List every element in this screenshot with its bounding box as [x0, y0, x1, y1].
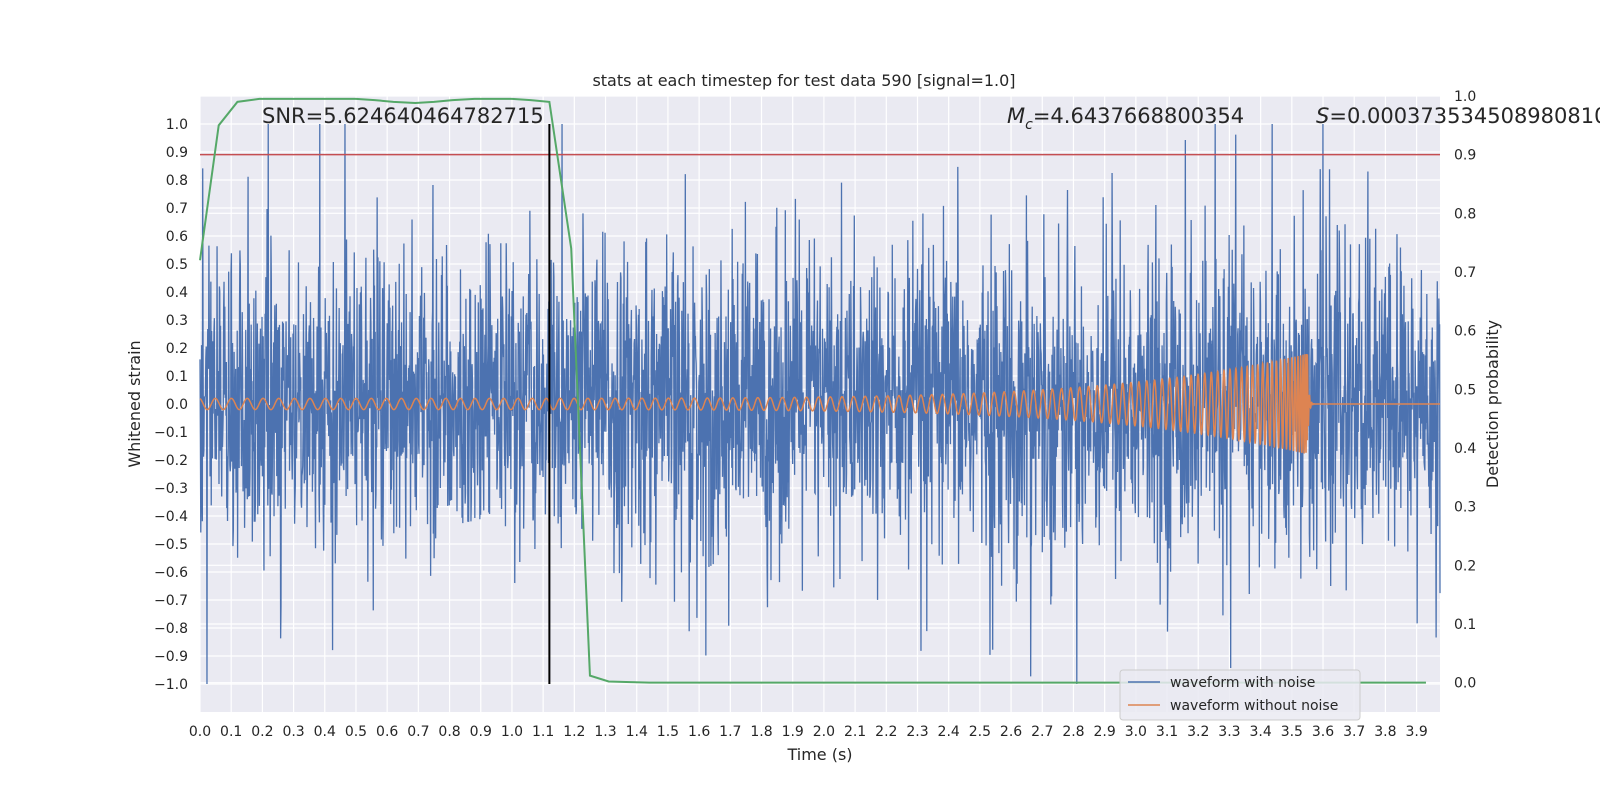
x-tick-label: 1.6: [688, 724, 710, 740]
x-tick-label: 0.2: [251, 724, 273, 740]
annotation-mc-symbol: M: [1007, 104, 1025, 128]
y-right-tick-label: 1.0: [1454, 89, 1476, 105]
y-right-tick-label: 0.3: [1454, 500, 1476, 516]
x-tick-label: 0.7: [407, 724, 429, 740]
x-tick-label: 0.5: [345, 724, 367, 740]
x-tick-label: 2.8: [1062, 724, 1084, 740]
y-left-tick-label: −0.3: [154, 481, 188, 497]
x-tick-label: 2.4: [938, 724, 960, 740]
y-left-tick-label: 1.0: [166, 117, 188, 133]
y-right-tick-label: 0.2: [1454, 558, 1476, 574]
y-left-tick-label: 0.2: [166, 341, 188, 357]
x-tick-label: 3.3: [1218, 724, 1240, 740]
x-tick-label: 3.4: [1249, 724, 1271, 740]
y-right-tick-label: 0.5: [1454, 382, 1476, 398]
x-axis-label: Time (s): [786, 745, 852, 764]
y-left-tick-label: 0.3: [166, 313, 188, 329]
x-tick-label: 3.1: [1156, 724, 1178, 740]
x-tick-label: 0.8: [438, 724, 460, 740]
x-tick-label: 2.9: [1094, 724, 1116, 740]
y-left-tick-label: −0.4: [154, 509, 188, 525]
x-tick-label: 3.8: [1374, 724, 1396, 740]
series-waveform-with-noise: [199, 123, 1441, 685]
y-right-tick-label: 0.9: [1454, 148, 1476, 164]
y-left-tick-label: 0.1: [166, 369, 188, 385]
x-tick-label: 0.6: [376, 724, 398, 740]
y-left-tick-label: −0.5: [154, 537, 188, 553]
y-left-tick-label: 0.9: [166, 145, 188, 161]
y-left-tick-label: −0.1: [154, 425, 188, 441]
y-right-tick-label: 0.4: [1454, 441, 1476, 457]
x-tick-label: 2.3: [906, 724, 928, 740]
x-tick-label: 3.7: [1343, 724, 1365, 740]
y-left-tick-label: 0.4: [166, 285, 188, 301]
y-left-tick-label: 0.0: [166, 397, 188, 413]
x-tick-label: 2.7: [1031, 724, 1053, 740]
y-axis-left-label: Whitened strain: [125, 340, 144, 467]
x-tick-label: 1.4: [626, 724, 648, 740]
x-tick-label: 1.5: [657, 724, 679, 740]
y-axis-left-ticks: 1.0 0.9 0.8 0.7 0.6 0.5 0.4 0.3 0.2 0.1 0.0 −0.1 −0.…: [154, 117, 188, 693]
y-left-tick-label: −0.6: [154, 565, 188, 581]
annotation-snr: SNR=5.624640464782715: [262, 104, 544, 128]
x-tick-label: 1.1: [532, 724, 554, 740]
annotation-s-value: =0.000373534508980810: [1329, 104, 1600, 128]
series-overlays: [199, 97, 1440, 684]
x-tick-label: 1.0: [501, 724, 523, 740]
x-tick-label: 0.9: [470, 724, 492, 740]
annotation-mc-subscript: c: [1025, 117, 1033, 133]
x-tick-label: 0.4: [314, 724, 336, 740]
line-waveform-without-noise: [199, 354, 1440, 454]
x-tick-label: 1.7: [719, 724, 741, 740]
y-axis-right-ticks: 1.0 0.9 0.8 0.7 0.6 0.5 0.4 0.3 0.2 0.1 0.0: [1454, 89, 1476, 692]
x-tick-label: 1.9: [782, 724, 804, 740]
annotation-mc-value: =4.6437668800354: [1033, 104, 1244, 128]
y-right-tick-label: 0.1: [1454, 617, 1476, 633]
line-waveform-with-noise: [199, 123, 1441, 685]
x-tick-label: 2.5: [969, 724, 991, 740]
x-tick-label: 3.6: [1312, 724, 1334, 740]
legend-box: [1119, 669, 1361, 721]
y-left-tick-label: 0.7: [166, 201, 188, 217]
y-left-tick-label: −0.8: [154, 621, 188, 637]
series-waveform-without-noise: [199, 354, 1440, 454]
x-tick-label: 0.1: [220, 724, 242, 740]
legend-label-waveform-without-noise: waveform without noise: [1170, 698, 1338, 714]
x-tick-label: 1.2: [563, 724, 585, 740]
x-tick-label: 0.3: [282, 724, 304, 740]
y-left-tick-label: 0.8: [166, 173, 188, 189]
y-right-tick-label: 0.8: [1454, 206, 1476, 222]
x-tick-label: 2.2: [875, 724, 897, 740]
y-left-tick-label: −0.2: [154, 453, 188, 469]
x-tick-label: 1.8: [750, 724, 772, 740]
y-left-tick-label: −1.0: [154, 677, 188, 693]
x-tick-label: 3.2: [1187, 724, 1209, 740]
y-left-tick-label: 0.5: [166, 257, 188, 273]
x-tick-label: 1.3: [594, 724, 616, 740]
y-left-tick-label: −0.9: [154, 649, 188, 665]
legend: waveform with noise waveform without noi…: [1119, 669, 1361, 721]
x-axis-ticks: 0.0 0.1 0.2 0.3 0.4 0.5 0.6 0.7 0.8 0.9 1.0 1.1 1.2 1…: [189, 724, 1428, 740]
x-tick-label: 3.9: [1405, 724, 1427, 740]
line-detection-probability: [199, 97, 1426, 684]
annotation-s-symbol: S: [1316, 104, 1329, 128]
y-axis-right-label: Detection probability: [1483, 320, 1502, 488]
x-tick-label: 2.0: [813, 724, 835, 740]
x-tick-label: 3.5: [1281, 724, 1303, 740]
y-right-tick-label: 0.7: [1454, 265, 1476, 281]
x-tick-label: 2.1: [844, 724, 866, 740]
legend-label-waveform-with-noise: waveform with noise: [1170, 675, 1315, 691]
annotation-s: S=0.000373534508980810: [1316, 104, 1600, 128]
y-right-tick-label: 0.0: [1454, 676, 1476, 692]
y-right-tick-label: 0.6: [1454, 324, 1476, 340]
y-left-tick-label: 0.6: [166, 229, 188, 245]
annotation-chirp-mass: Mc=4.6437668800354: [1007, 104, 1244, 133]
y-left-tick-label: −0.7: [154, 593, 188, 609]
chart-title: stats at each timestep for test data 590…: [592, 71, 1015, 90]
x-tick-label: 2.6: [1000, 724, 1022, 740]
x-tick-label: 3.0: [1125, 724, 1147, 740]
x-tick-label: 0.0: [189, 724, 211, 740]
plot-area: [199, 95, 1441, 712]
